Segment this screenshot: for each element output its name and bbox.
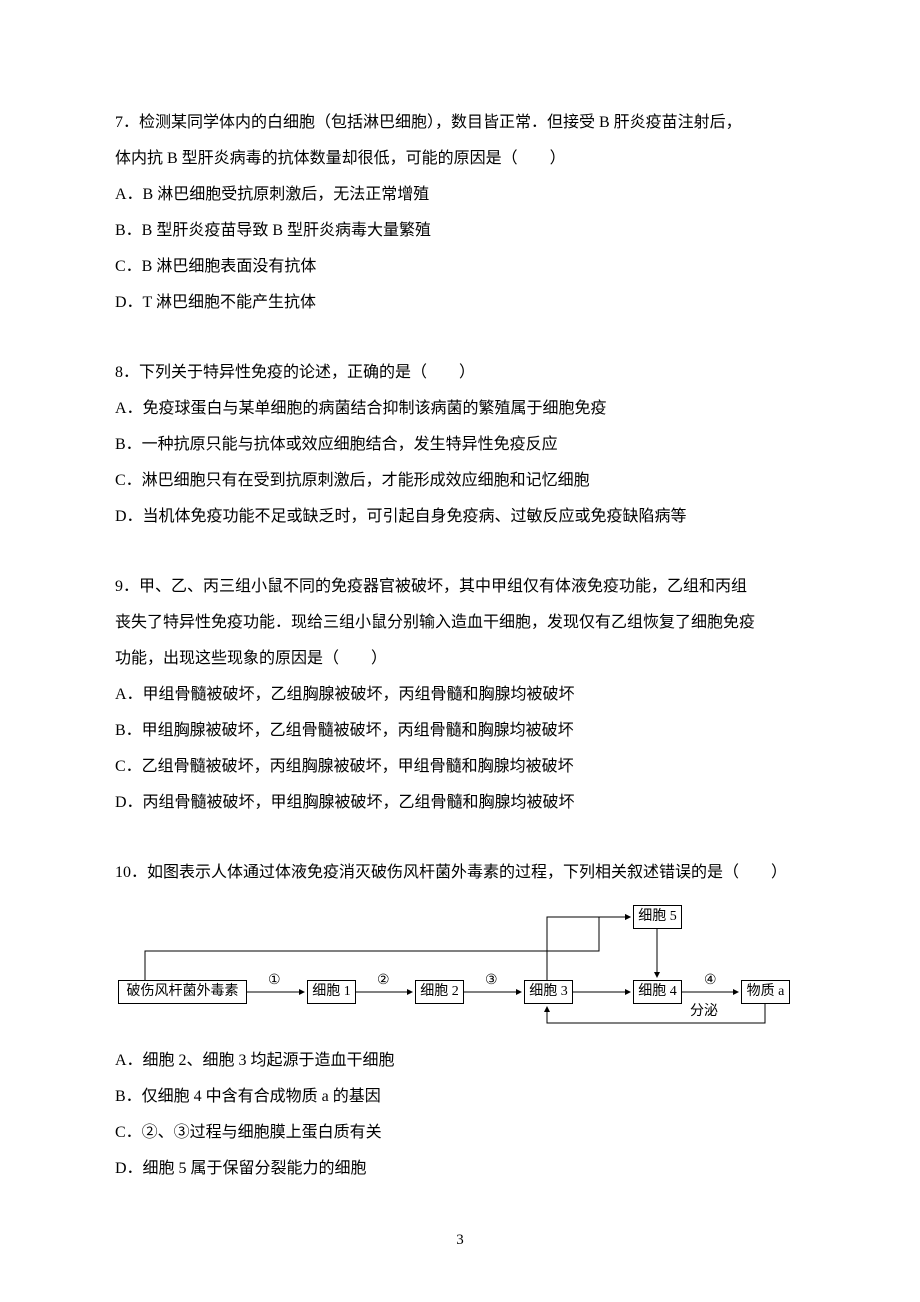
- q7-option-d: D．T 淋巴细胞不能产生抗体: [115, 285, 805, 321]
- question-7: 7．检测某同学体内的白细胞（包括淋巴细胞），数目皆正常．但接受 B 肝炎疫苗注射…: [115, 105, 805, 321]
- node-cell-3: 细胞 3: [524, 980, 573, 1004]
- node-cell-2: 细胞 2: [415, 980, 464, 1004]
- document-page: 7．检测某同学体内的白细胞（包括淋巴细胞），数目皆正常．但接受 B 肝炎疫苗注射…: [0, 0, 920, 1302]
- q9-stem-line3: 功能，出现这些现象的原因是（ ）: [115, 641, 805, 677]
- question-10: 10．如图表示人体通过体液免疫消灭破伤风杆菌外毒素的过程，下列相关叙述错误的是（…: [115, 855, 805, 1187]
- label-step-2: ②: [377, 974, 390, 988]
- q9-stem-line2: 丧失了特异性免疫功能．现给三组小鼠分别输入造血干细胞，发现仅有乙组恢复了细胞免疫: [115, 605, 805, 641]
- question-9: 9．甲、乙、丙三组小鼠不同的免疫器官被破坏，其中甲组仅有体液免疫功能，乙组和丙组…: [115, 569, 805, 821]
- q9-option-d: D．丙组骨髓被破坏，甲组胸腺被破坏，乙组骨髓和胸腺均被破坏: [115, 785, 805, 821]
- q10-stem: 10．如图表示人体通过体液免疫消灭破伤风杆菌外毒素的过程，下列相关叙述错误的是（…: [115, 855, 805, 891]
- q9-option-b: B．甲组胸腺被破坏，乙组骨髓被破坏，丙组骨髓和胸腺均被破坏: [115, 713, 805, 749]
- label-step-4: ④: [704, 974, 717, 988]
- q10-option-a: A．细胞 2、细胞 3 均起源于造血干细胞: [115, 1043, 805, 1079]
- label-secrete: 分泌: [690, 1005, 718, 1019]
- q10-option-c: C．②、③过程与细胞膜上蛋白质有关: [115, 1115, 805, 1151]
- label-step-1: ①: [268, 974, 281, 988]
- node-toxin: 破伤风杆菌外毒素: [118, 980, 247, 1004]
- q8-option-d: D．当机体免疫功能不足或缺乏时，可引起自身免疫病、过敏反应或免疫缺陷病等: [115, 499, 805, 535]
- q9-option-a: A．甲组骨髓被破坏，乙组胸腺被破坏，丙组骨髓和胸腺均被破坏: [115, 677, 805, 713]
- node-cell-4: 细胞 4: [633, 980, 682, 1004]
- q7-stem-line1: 7．检测某同学体内的白细胞（包括淋巴细胞），数目皆正常．但接受 B 肝炎疫苗注射…: [115, 105, 805, 141]
- q9-stem-line1: 9．甲、乙、丙三组小鼠不同的免疫器官被破坏，其中甲组仅有体液免疫功能，乙组和丙组: [115, 569, 805, 605]
- node-cell-5: 细胞 5: [633, 905, 682, 929]
- q7-option-b: B．B 型肝炎疫苗导致 B 型肝炎病毒大量繁殖: [115, 213, 805, 249]
- q7-option-c: C．B 淋巴细胞表面没有抗体: [115, 249, 805, 285]
- question-8: 8．下列关于特异性免疫的论述，正确的是（ ） A．免疫球蛋白与某单细胞的病菌结合…: [115, 355, 805, 535]
- q9-option-c: C．乙组骨髓被破坏，丙组胸腺被破坏，甲组骨髓和胸腺均被破坏: [115, 749, 805, 785]
- node-cell-1: 细胞 1: [307, 980, 356, 1004]
- q10-option-d: D．细胞 5 属于保留分裂能力的细胞: [115, 1151, 805, 1187]
- label-step-3: ③: [485, 974, 498, 988]
- q8-option-c: C．淋巴细胞只有在受到抗原刺激后，才能形成效应细胞和记忆细胞: [115, 463, 805, 499]
- q7-stem-line2: 体内抗 B 型肝炎病毒的抗体数量却很低，可能的原因是（ ）: [115, 141, 805, 177]
- q8-option-b: B．一种抗原只能与抗体或效应细胞结合，发生特异性免疫反应: [115, 427, 805, 463]
- q10-option-b: B．仅细胞 4 中含有合成物质 a 的基因: [115, 1079, 805, 1115]
- q8-stem: 8．下列关于特异性免疫的论述，正确的是（ ）: [115, 355, 805, 391]
- node-substance-a: 物质 a: [741, 980, 790, 1004]
- q7-option-a: A．B 淋巴细胞受抗原刺激后，无法正常增殖: [115, 177, 805, 213]
- q8-option-a: A．免疫球蛋白与某单细胞的病菌结合抑制该病菌的繁殖属于细胞免疫: [115, 391, 805, 427]
- q10-diagram: 破伤风杆菌外毒素 细胞 1 细胞 2 细胞 3 细胞 4 细胞 5 物质 a ①…: [115, 897, 805, 1033]
- page-number: 3: [0, 1224, 920, 1258]
